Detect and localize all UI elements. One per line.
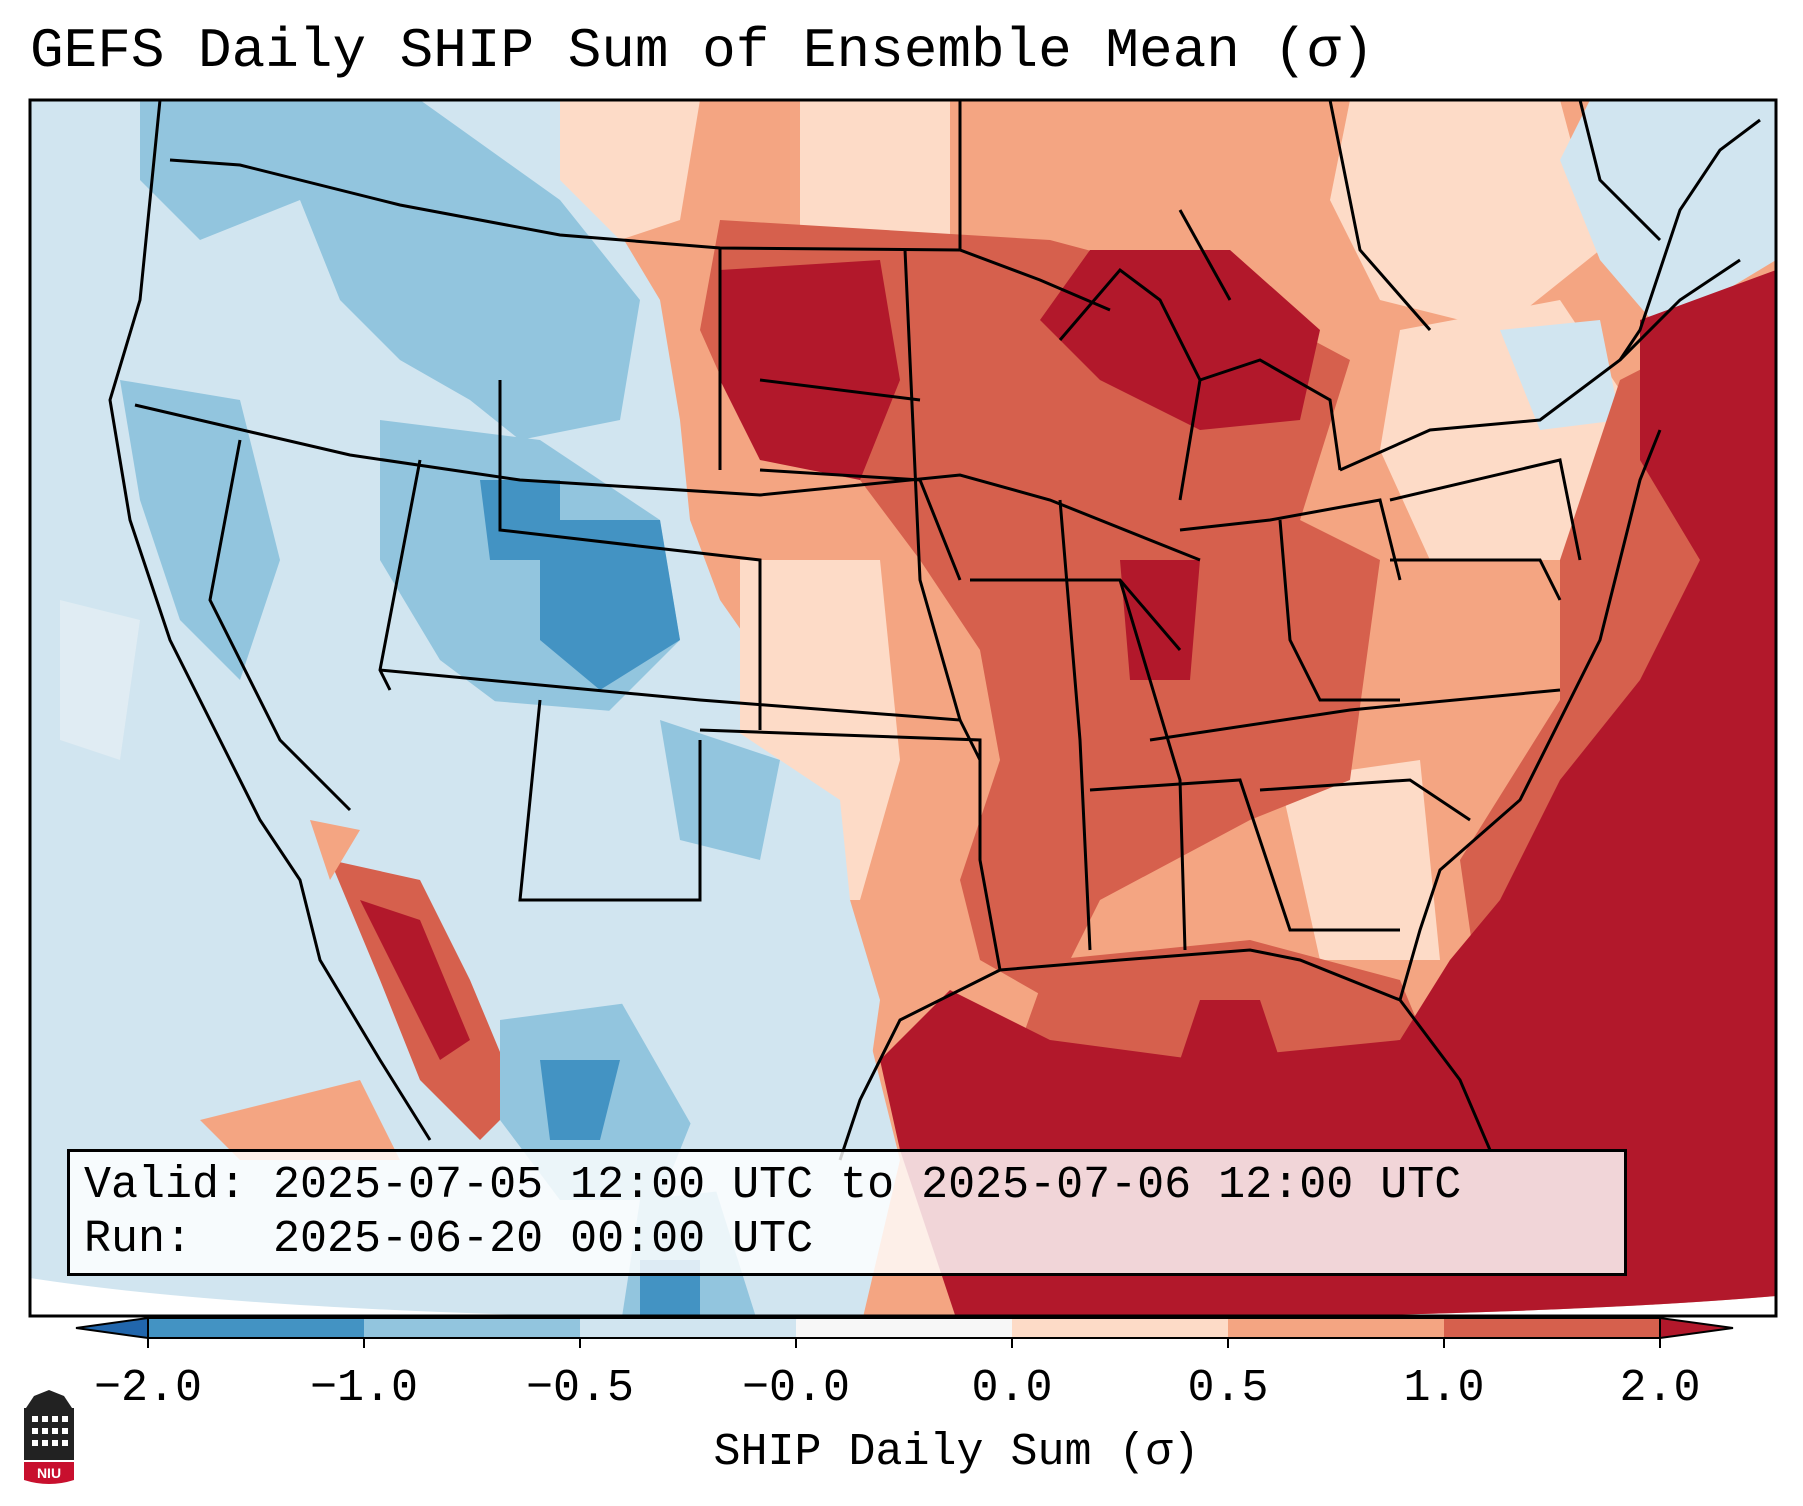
run-time-label: Run: 2025-06-20 00:00 UTC — [84, 1214, 814, 1265]
colorbar — [147, 1317, 1661, 1348]
colorbar-extend-low — [75, 1316, 149, 1340]
colorbar-segment — [148, 1318, 364, 1338]
colorbar-tick-label: 2.0 — [1619, 1363, 1701, 1414]
state-boundaries — [108, 99, 1761, 1161]
logo-text: NIU — [37, 1465, 61, 1481]
colorbar-extend-high — [1659, 1316, 1734, 1340]
colorbar-segment — [580, 1318, 796, 1338]
colorbar-tick-label: −0.0 — [741, 1363, 851, 1414]
blue-northern-rockies — [300, 100, 640, 440]
dark-red-gulf-atlantic — [880, 270, 1776, 1320]
colorbar-tick-label: −0.5 — [525, 1363, 635, 1414]
blue-colorado-utah — [540, 520, 680, 690]
valid-time-label: Valid: 2025-07-05 12:00 UTC to 2025-07-0… — [84, 1160, 1462, 1211]
colorbar-label: SHIP Daily Sum (σ) — [713, 1427, 1200, 1478]
colorbar-tick-label: 0.5 — [1187, 1363, 1269, 1414]
map-frame — [28, 98, 1778, 1318]
colorbar-tick-label: −1.0 — [309, 1363, 419, 1414]
colorbar-segment — [1228, 1318, 1444, 1338]
colorbar-segment — [1444, 1318, 1660, 1338]
colorbar-tick-label: −2.0 — [93, 1363, 203, 1414]
colorbar-tick-label: 0.0 — [971, 1363, 1053, 1414]
validity-info-box: Valid: 2025-07-05 12:00 UTC to 2025-07-0… — [67, 1149, 1627, 1276]
colorbar-tick-label: 1.0 — [1403, 1363, 1485, 1414]
colorbar-segment — [796, 1318, 1012, 1338]
dark-red-dakotas — [720, 260, 900, 480]
colorbar-segment — [1012, 1318, 1228, 1338]
niu-university-logo-icon: NIU — [24, 1390, 74, 1484]
map-title: GEFS Daily SHIP Sum of Ensemble Mean (σ) — [30, 19, 1375, 83]
colorbar-segment — [364, 1318, 580, 1338]
